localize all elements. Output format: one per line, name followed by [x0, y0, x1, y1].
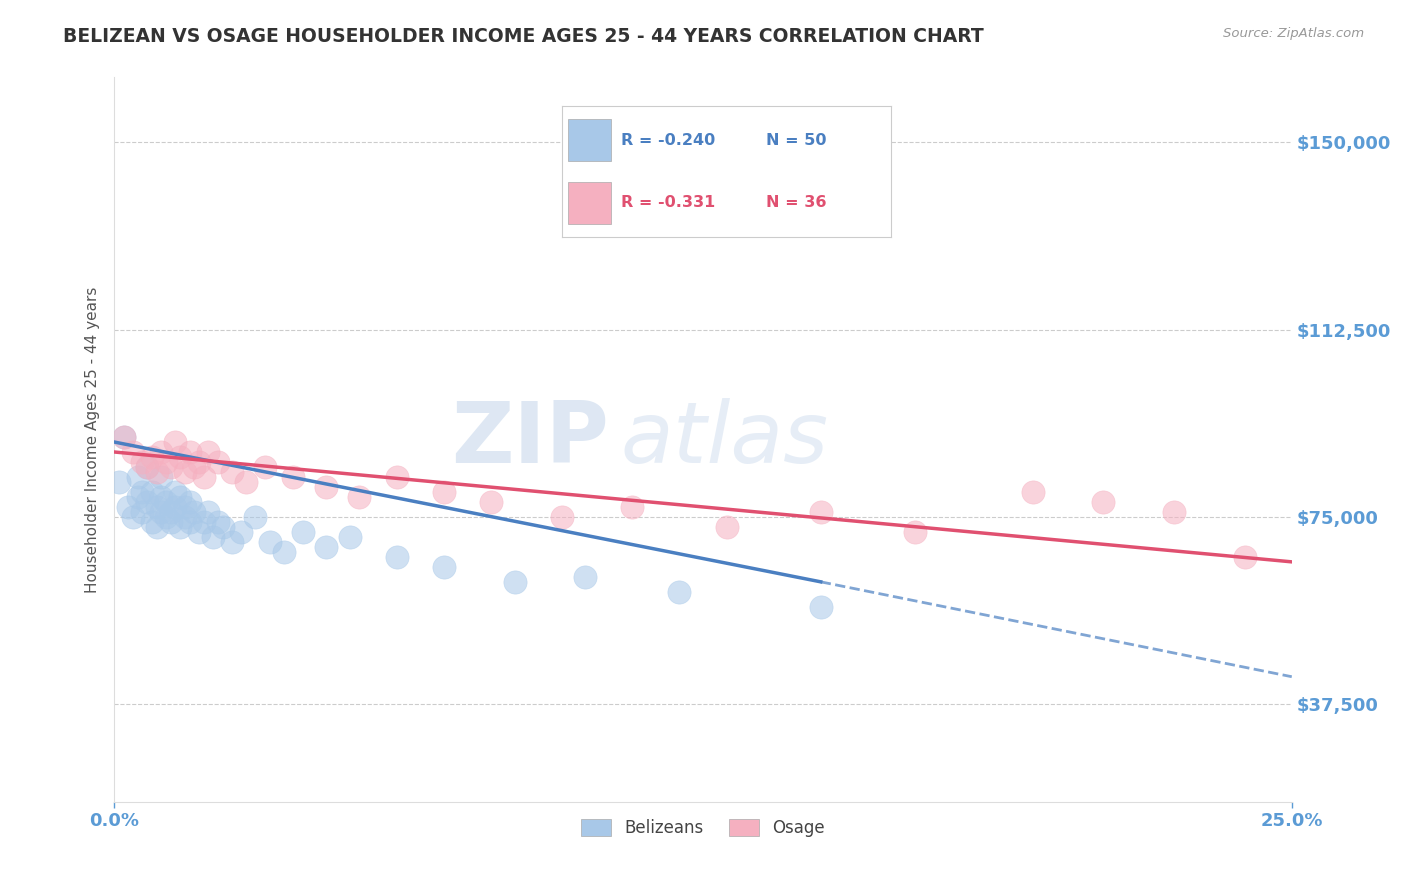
- Point: [173, 465, 195, 479]
- Point: [155, 455, 177, 469]
- Point: [122, 510, 145, 524]
- Point: [131, 485, 153, 500]
- Point: [339, 530, 361, 544]
- Point: [169, 520, 191, 534]
- Point: [159, 505, 181, 519]
- Point: [385, 470, 408, 484]
- Point: [131, 455, 153, 469]
- Point: [347, 490, 370, 504]
- Point: [207, 455, 229, 469]
- Point: [169, 490, 191, 504]
- Point: [385, 549, 408, 564]
- Point: [1021, 485, 1043, 500]
- Text: ZIP: ZIP: [451, 398, 609, 481]
- Point: [188, 524, 211, 539]
- Point: [145, 465, 167, 479]
- Text: BELIZEAN VS OSAGE HOUSEHOLDER INCOME AGES 25 - 44 YEARS CORRELATION CHART: BELIZEAN VS OSAGE HOUSEHOLDER INCOME AGE…: [63, 27, 984, 45]
- Point: [169, 450, 191, 464]
- Point: [259, 534, 281, 549]
- Point: [183, 505, 205, 519]
- Point: [433, 559, 456, 574]
- Point: [155, 495, 177, 509]
- Point: [150, 505, 173, 519]
- Point: [1092, 495, 1115, 509]
- Point: [283, 470, 305, 484]
- Point: [221, 465, 243, 479]
- Point: [574, 570, 596, 584]
- Point: [122, 445, 145, 459]
- Y-axis label: Householder Income Ages 25 - 44 years: Householder Income Ages 25 - 44 years: [86, 286, 100, 592]
- Point: [197, 445, 219, 459]
- Point: [127, 470, 149, 484]
- Point: [207, 515, 229, 529]
- Point: [193, 515, 215, 529]
- Point: [904, 524, 927, 539]
- Point: [221, 534, 243, 549]
- Point: [231, 524, 253, 539]
- Point: [503, 574, 526, 589]
- Point: [179, 495, 201, 509]
- Text: Source: ZipAtlas.com: Source: ZipAtlas.com: [1223, 27, 1364, 40]
- Point: [188, 455, 211, 469]
- Point: [108, 475, 131, 489]
- Point: [291, 524, 314, 539]
- Point: [165, 500, 187, 514]
- Point: [173, 510, 195, 524]
- Point: [112, 430, 135, 444]
- Point: [202, 530, 225, 544]
- Text: atlas: atlas: [620, 398, 828, 481]
- Point: [183, 460, 205, 475]
- Point: [131, 505, 153, 519]
- Point: [150, 490, 173, 504]
- Point: [235, 475, 257, 489]
- Point: [136, 460, 159, 475]
- Point: [127, 490, 149, 504]
- Point: [716, 520, 738, 534]
- Point: [165, 485, 187, 500]
- Point: [117, 500, 139, 514]
- Point: [145, 500, 167, 514]
- Point: [179, 515, 201, 529]
- Point: [141, 450, 163, 464]
- Point: [245, 510, 267, 524]
- Point: [621, 500, 644, 514]
- Point: [159, 515, 181, 529]
- Point: [1163, 505, 1185, 519]
- Point: [197, 505, 219, 519]
- Point: [136, 460, 159, 475]
- Point: [173, 500, 195, 514]
- Point: [550, 510, 572, 524]
- Point: [211, 520, 233, 534]
- Point: [145, 520, 167, 534]
- Point: [141, 485, 163, 500]
- Point: [136, 495, 159, 509]
- Point: [315, 540, 337, 554]
- Point: [1233, 549, 1256, 564]
- Point: [159, 460, 181, 475]
- Point: [155, 510, 177, 524]
- Legend: Belizeans, Osage: Belizeans, Osage: [575, 813, 831, 844]
- Point: [668, 584, 690, 599]
- Point: [165, 435, 187, 450]
- Point: [112, 430, 135, 444]
- Point: [193, 470, 215, 484]
- Point: [141, 515, 163, 529]
- Point: [433, 485, 456, 500]
- Point: [810, 505, 832, 519]
- Point: [179, 445, 201, 459]
- Point: [150, 445, 173, 459]
- Point: [810, 599, 832, 614]
- Point: [273, 545, 295, 559]
- Point: [315, 480, 337, 494]
- Point: [150, 470, 173, 484]
- Point: [253, 460, 276, 475]
- Point: [479, 495, 502, 509]
